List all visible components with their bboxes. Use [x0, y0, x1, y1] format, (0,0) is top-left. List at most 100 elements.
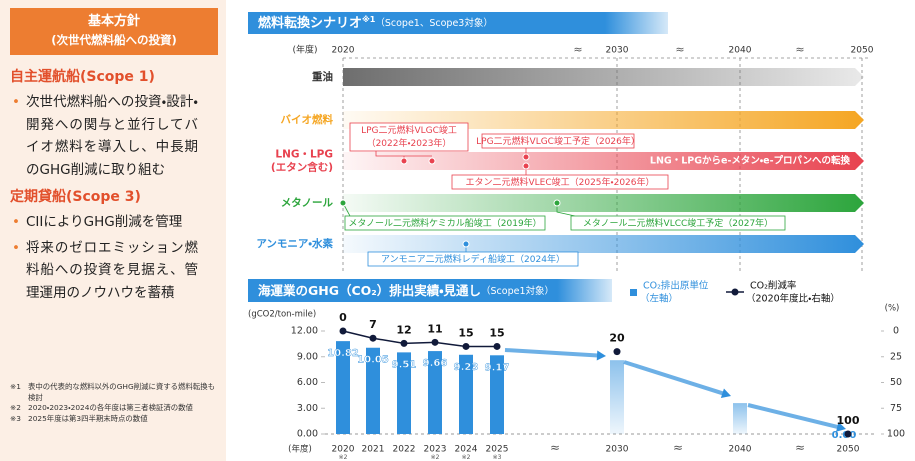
- bullet: 次世代燃料船への投資・設計・開発への関与と並行してバイオ燃料を導入し、中長期のG…: [10, 91, 198, 181]
- annotation-box: [570, 215, 786, 231]
- annotation-box: [344, 215, 546, 231]
- reduction-label: 12: [396, 323, 411, 336]
- scenario-subtitle: （Scope1、Scope3対象）: [375, 17, 492, 29]
- y2-tick-label: 50: [890, 377, 902, 388]
- annotation-box: [349, 122, 469, 152]
- y-tick-label: 0.00: [297, 429, 318, 440]
- chart-title: 海運業のGHG（CO₂）排出実績・見通し（Scope1対象）: [258, 283, 554, 298]
- year-label: (年度): [292, 44, 317, 56]
- fuel-label: メタノール: [281, 197, 334, 209]
- annotation-text: メタノール二元燃料ケミカル船竣工（2019年）: [348, 217, 541, 229]
- policy-panel: 基本方針 (次世代燃料船への投資) 自主運航船(Scope 1) 次世代燃料船への…: [0, 0, 226, 461]
- fuel-arrow: [343, 235, 864, 253]
- arrow-text: LNG・LPGからe-メタン・e-プロパンへの転換: [650, 155, 851, 167]
- reduction-point: [339, 327, 347, 335]
- chart-title-text: 海運業のGHG（CO₂）排出実績・見通し: [258, 283, 481, 298]
- scenario-title: 燃料転換シナリオ※1（Scope1、Scope3対象）: [258, 14, 493, 31]
- reduction-line: [342, 330, 497, 348]
- reduction-label: 15: [458, 326, 473, 339]
- y2-tick-label: 0: [893, 326, 899, 337]
- section-banner: [248, 12, 668, 34]
- reduction-point: [431, 338, 439, 346]
- trend-arrow-head: [836, 422, 846, 432]
- x-tick-label: 2023: [424, 445, 447, 455]
- section-heading: 定期貸船(Scope 3): [10, 189, 141, 205]
- trend-arrow: [747, 403, 841, 430]
- footnotes: ※1 表中の代表的な燃料以外のGHG削減に資する燃料転換も検討 ※2 2020・202…: [10, 382, 215, 424]
- bar-value-label: 9.51: [392, 359, 417, 370]
- sections: 自主運航船(Scope 1) 次世代燃料船への投資・設計・開発への関与と並行してバ…: [10, 67, 198, 310]
- milestone-dot: [522, 153, 530, 161]
- milestone-dot: [462, 240, 470, 248]
- y-axis-title: (gCO2/ton-mile): [248, 310, 316, 320]
- x-tick-label: 2050: [837, 445, 860, 455]
- trend-arrow-head: [596, 350, 606, 361]
- x-tick-label: 2025: [486, 445, 509, 455]
- reduction-label: 15: [489, 326, 504, 339]
- trend-arrow: [623, 360, 726, 396]
- annotation-text: エタン二元燃料VLEC竣工（2025年・2026年）: [465, 176, 654, 188]
- x-note: ※3: [493, 454, 502, 461]
- legend-label: CO₂排出原単位: [643, 280, 709, 292]
- axis-break: ≈: [795, 43, 804, 56]
- y2-tick-label: 25: [890, 351, 902, 362]
- bullet-list: CIIによりGHG削減を管理将来のゼロエミッション燃料船への投資を見据え、管理運…: [10, 211, 198, 304]
- x-tick-label: 2030: [606, 445, 629, 455]
- reduction-label: 11: [427, 322, 442, 335]
- x-tick-label: 2024: [455, 445, 478, 455]
- scenario-title-note: ※1: [362, 14, 376, 24]
- reduction-label: 20: [609, 332, 625, 345]
- policy-header: 基本方針 (次世代燃料船への投資): [10, 8, 218, 55]
- y2-axis-title: (%): [885, 304, 900, 314]
- footnote-mark: ※3: [10, 413, 21, 423]
- reduction-point: [462, 342, 470, 350]
- section: 定期貸船(Scope 3) CIIによりGHG削減を管理将来のゼロエミッション燃料…: [10, 187, 198, 304]
- footnote: ※1 表中の代表的な燃料以外のGHG削減に資する燃料転換も検討: [10, 382, 215, 403]
- annotation-link: [375, 151, 432, 157]
- axis-break: ≈: [550, 441, 560, 455]
- bar-value-label: 10.82: [327, 348, 359, 359]
- bullet: CIIによりGHG削減を管理: [10, 211, 198, 234]
- x-tick-label: 2021: [362, 445, 385, 455]
- annotation-text: アンモニア二元燃料レディ船竣工（2024年）: [381, 253, 565, 265]
- year: 2040: [729, 46, 752, 56]
- fuel-label: 重油: [312, 70, 333, 83]
- trend-arrow-head: [720, 388, 731, 399]
- legend-swatch: [630, 289, 637, 296]
- scenario-title-text: 燃料転換シナリオ: [258, 15, 362, 31]
- axis-break: ≈: [673, 441, 683, 455]
- milestone-dot: [339, 199, 347, 207]
- axis-break: ≈: [675, 43, 684, 56]
- section: 自主運航船(Scope 1) 次世代燃料船への投資・設計・開発への関与と並行してバ…: [10, 67, 198, 181]
- section-heading: 自主運航船(Scope 1): [10, 69, 155, 85]
- footnote-text: 表中の代表的な燃料以外のGHG削減に資する燃料転換も検討: [28, 382, 215, 402]
- annotation-box: [481, 133, 635, 149]
- bar: [336, 341, 350, 434]
- year: 2030: [606, 46, 629, 56]
- x-tick-label: 2022: [393, 445, 416, 455]
- footnote-text: 2025年度は第3四半期末時点の数値: [28, 413, 148, 423]
- chart-subtitle: （Scope1対象）: [481, 285, 554, 297]
- fuel-label: (エタン含む): [271, 161, 333, 174]
- milestone-dot: [400, 157, 408, 165]
- annotation-text: LPG二元燃料VLGC竣工: [361, 124, 457, 136]
- trend-arrow: [504, 348, 601, 358]
- legend-note: （左軸）: [640, 293, 678, 305]
- annotation-text: メタノール二元燃料VLCC竣工予定（2027年）: [583, 217, 773, 229]
- fuel-label: LNG・LPG: [275, 149, 333, 161]
- year: 2050: [851, 46, 874, 56]
- x-tick-label: 2020: [332, 445, 355, 455]
- legend-label: CO₂削減率: [750, 280, 796, 292]
- milestone-dot: [522, 162, 530, 170]
- footnote: ※2 2020・2023・2024の各年度は第三者検証済の数値: [10, 403, 215, 414]
- y2-tick-label: 100: [887, 429, 905, 440]
- fuel-arrow: [343, 111, 864, 129]
- x-tick-label: 2040: [729, 445, 752, 455]
- bar-value-label: 0.00: [832, 430, 857, 441]
- header-title: 基本方針: [87, 14, 140, 29]
- reduction-point: [400, 339, 408, 347]
- x-note: ※2: [462, 454, 471, 461]
